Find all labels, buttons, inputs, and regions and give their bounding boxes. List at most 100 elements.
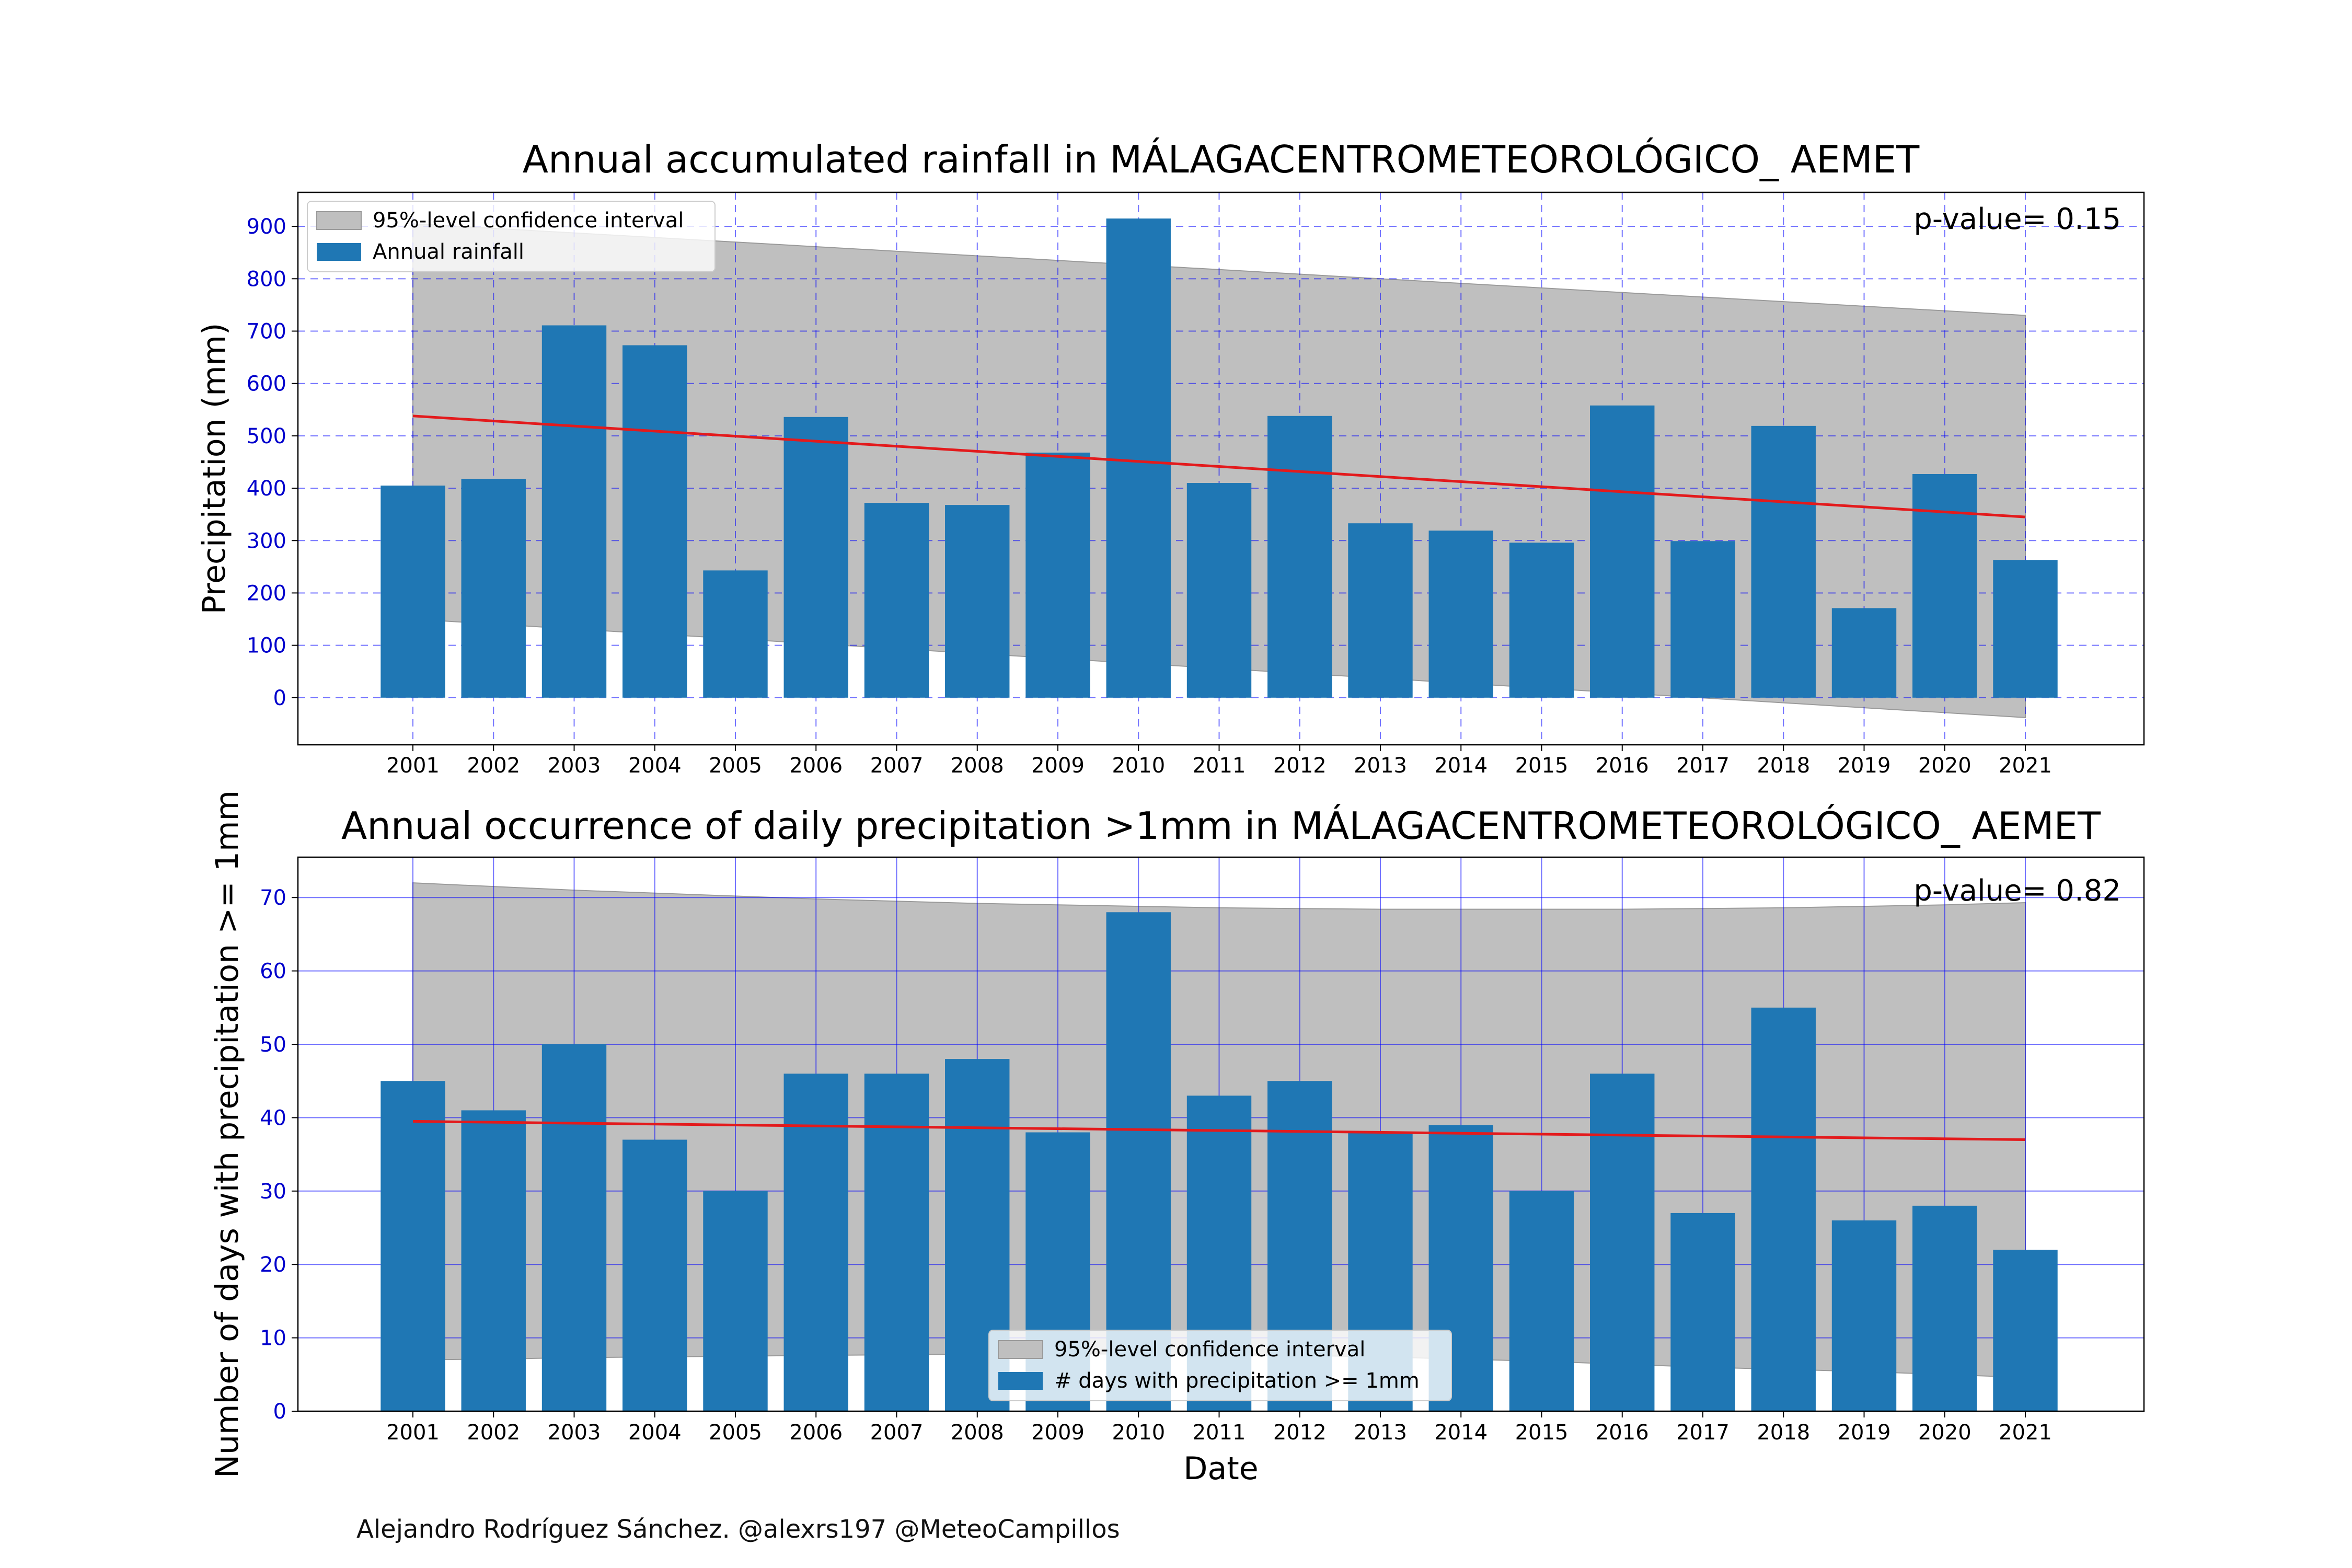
bar-2017 <box>1670 541 1735 698</box>
bar-2009 <box>1025 452 1090 698</box>
x-axis-label: Date <box>1183 1450 1258 1487</box>
x-tick-label: 2011 <box>1193 1421 1246 1445</box>
bar-2007 <box>864 503 929 698</box>
x-tick-label: 2006 <box>789 1421 843 1445</box>
bar-2020 <box>1912 1205 1977 1411</box>
y-tick-label: 20 <box>260 1253 286 1277</box>
y-axis-label: Precipitation (mm) <box>196 323 233 615</box>
trend-line <box>412 1120 2026 1142</box>
bar-2003 <box>541 325 607 698</box>
x-tick-label: 2011 <box>1193 754 1246 778</box>
x-tick-label: 2019 <box>1838 754 1891 778</box>
bar-2017 <box>1670 1213 1735 1411</box>
bar-2011 <box>1186 483 1252 698</box>
x-tick-label: 2021 <box>1999 754 2052 778</box>
bar-2018 <box>1751 1007 1816 1411</box>
chart-panel-days: 0 10 20 30 40 50 60 70 2001 2002 2003 2004 2005 2006 2… <box>209 790 2145 1487</box>
bar-2016 <box>1590 1074 1655 1411</box>
y-tick-label: 900 <box>247 215 286 239</box>
p-value-annotation: p-value= 0.15 <box>1913 202 2121 236</box>
x-tick-label: 2009 <box>1031 1421 1085 1445</box>
x-tick-label: 2014 <box>1434 1421 1488 1445</box>
y-tick-label: 70 <box>260 886 286 910</box>
y-axis-label: Number of days with precipitation >= 1mm <box>209 790 246 1478</box>
x-tick-label: 2005 <box>709 1421 762 1445</box>
bar-2001 <box>381 486 445 698</box>
y-tick-label: 300 <box>247 529 286 553</box>
x-tick-label: 2016 <box>1596 1421 1649 1445</box>
y-tick-label: 30 <box>260 1180 286 1204</box>
author-credit: Alejandro Rodríguez Sánchez. @alexrs197 … <box>356 1515 1120 1544</box>
y-tick-label: 700 <box>247 320 286 344</box>
bar-2003 <box>541 1044 607 1411</box>
x-tick-label: 2014 <box>1434 754 1488 778</box>
legend: 95%-level confidence interval Annual rain… <box>307 201 716 272</box>
x-tick-label: 2021 <box>1999 1421 2052 1445</box>
axes-frame <box>297 191 2145 746</box>
bar-2021 <box>1993 560 2058 698</box>
x-tick-label: 2003 <box>548 1421 601 1445</box>
x-tick-label: 2012 <box>1273 754 1327 778</box>
legend-label-bars: Annual rainfall <box>373 240 524 264</box>
bar-2014 <box>1428 531 1493 698</box>
x-tick-label: 2019 <box>1838 1421 1891 1445</box>
bar-2010 <box>1106 912 1171 1411</box>
p-value-annotation: p-value= 0.82 <box>1913 874 2121 908</box>
bar-2016 <box>1590 405 1655 698</box>
y-tick-label: 600 <box>247 372 286 396</box>
x-tick-label: 2016 <box>1596 754 1649 778</box>
legend-swatch-confidence <box>998 1340 1043 1359</box>
y-tick-label: 200 <box>247 581 286 605</box>
x-tick-label: 2010 <box>1112 1421 1165 1445</box>
legend-swatch-confidence <box>316 211 362 230</box>
x-tick-label: 2005 <box>709 754 762 778</box>
x-tick-label: 2012 <box>1273 1421 1327 1445</box>
y-tick-label: 500 <box>247 424 286 448</box>
bar-2013 <box>1348 523 1413 698</box>
y-tick-label: 40 <box>260 1106 286 1130</box>
bar-2015 <box>1509 543 1574 698</box>
x-tick-label: 2017 <box>1676 1421 1730 1445</box>
y-tick-label: 0 <box>273 1400 286 1424</box>
bar-2008 <box>945 505 1010 698</box>
x-tick-label: 2008 <box>951 1421 1004 1445</box>
legend: 95%-level confidence interval # days with… <box>988 1330 1452 1401</box>
x-tick-label: 2020 <box>1918 754 1971 778</box>
bar-2020 <box>1912 474 1977 698</box>
y-tick-label: 60 <box>260 960 286 984</box>
x-tick-label: 2017 <box>1676 754 1730 778</box>
bar-2019 <box>1831 1220 1897 1411</box>
bar-2007 <box>864 1074 929 1411</box>
legend-box <box>307 201 716 272</box>
bar-2004 <box>622 1139 687 1411</box>
x-tick-label: 2007 <box>870 1421 924 1445</box>
bar-2006 <box>783 417 848 698</box>
chart-title: Annual accumulated rainfall in MÁLAGACEN… <box>523 137 1920 181</box>
x-tick-label: 2001 <box>386 754 440 778</box>
bar-2002 <box>461 1110 526 1411</box>
x-tick-label: 2004 <box>628 754 682 778</box>
x-tick-label: 2015 <box>1515 1421 1569 1445</box>
y-tick-label: 0 <box>273 686 286 710</box>
legend-label-bars: # days with precipitation >= 1mm <box>1054 1369 1420 1393</box>
legend-swatch-bars <box>998 1372 1043 1390</box>
y-tick-label: 50 <box>260 1033 286 1057</box>
x-tick-label: 2008 <box>951 754 1004 778</box>
x-tick-label: 2007 <box>870 754 924 778</box>
bar-2021 <box>1993 1250 2058 1411</box>
bar-2006 <box>783 1074 848 1411</box>
legend-label-confidence: 95%-level confidence interval <box>1054 1338 1365 1362</box>
x-tick-label: 2004 <box>628 1421 682 1445</box>
x-tick-label: 2003 <box>548 754 601 778</box>
legend-label-confidence: 95%-level confidence interval <box>373 209 684 233</box>
bar-2019 <box>1831 608 1897 698</box>
y-tick-label: 10 <box>260 1327 286 1351</box>
chart-panel-rainfall: 0 100 200 300 400 500 600 700 800 900 2001 2002 2003… <box>196 137 2145 778</box>
y-tick-label: 100 <box>247 634 286 658</box>
x-tick-label: 2015 <box>1515 754 1569 778</box>
x-tick-label: 2001 <box>386 1421 440 1445</box>
x-tick-label: 2018 <box>1757 1421 1810 1445</box>
x-tick-label: 2010 <box>1112 754 1165 778</box>
y-tick-label: 800 <box>247 267 286 291</box>
